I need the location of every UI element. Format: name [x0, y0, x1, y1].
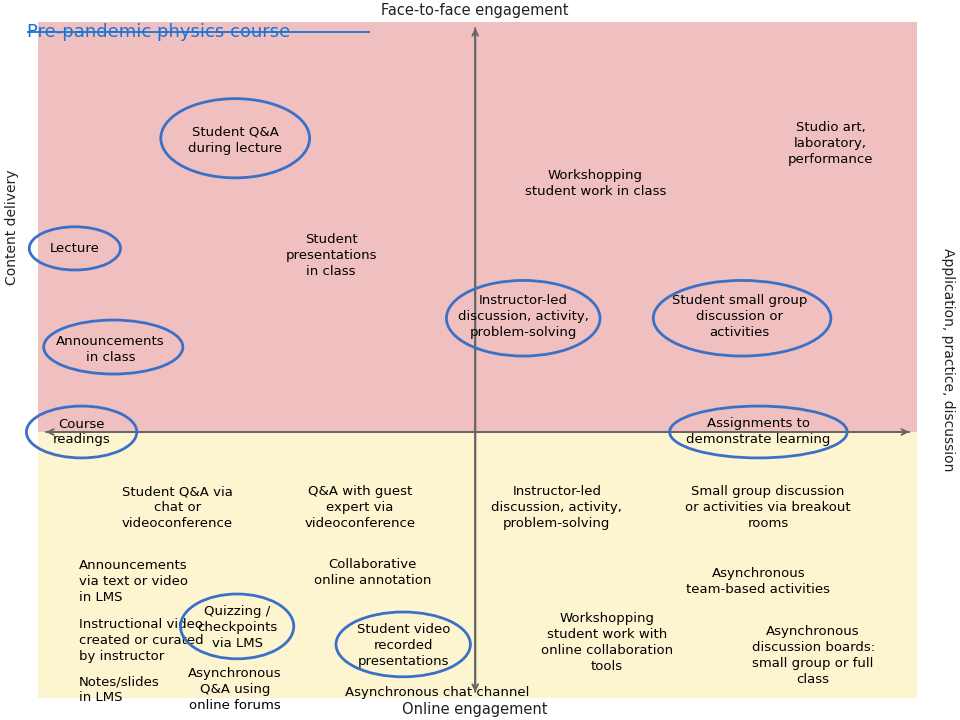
Text: Online engagement: Online engagement	[402, 702, 548, 717]
Text: Instructional video
created or curated
by instructor: Instructional video created or curated b…	[79, 618, 204, 663]
Text: Face-to-face engagement: Face-to-face engagement	[381, 3, 569, 18]
Text: Student Q&A via
chat or
videoconference: Student Q&A via chat or videoconference	[122, 485, 233, 530]
Text: Application, practice, discussion: Application, practice, discussion	[942, 248, 955, 472]
Text: Asynchronous chat channel: Asynchronous chat channel	[345, 686, 529, 699]
Text: Student Q&A
during lecture: Student Q&A during lecture	[188, 126, 282, 155]
Text: Workshopping
student work in class: Workshopping student work in class	[524, 169, 666, 198]
Text: Studio art,
laboratory,
performance: Studio art, laboratory, performance	[787, 122, 874, 166]
Text: Course
readings: Course readings	[53, 418, 110, 446]
Text: Student video
recorded
presentations: Student video recorded presentations	[356, 624, 450, 668]
Text: Q&A with guest
expert via
videoconference: Q&A with guest expert via videoconferenc…	[304, 485, 416, 530]
Text: Assignments to
demonstrate learning: Assignments to demonstrate learning	[686, 418, 830, 446]
Text: Pre-pandemic physics course: Pre-pandemic physics course	[27, 23, 290, 41]
Bar	[38, 22, 917, 432]
Text: Instructor-led
discussion, activity,
problem-solving: Instructor-led discussion, activity, pro…	[492, 485, 622, 530]
Text: Notes/slides
in LMS: Notes/slides in LMS	[79, 675, 159, 704]
Text: Instructor-led
discussion, activity,
problem-solving: Instructor-led discussion, activity, pro…	[458, 294, 588, 339]
Text: Lecture: Lecture	[50, 242, 100, 255]
Text: Quizzing /
checkpoints
via LMS: Quizzing / checkpoints via LMS	[197, 606, 277, 650]
Bar	[38, 432, 917, 698]
Text: Small group discussion
or activities via breakout
rooms: Small group discussion or activities via…	[685, 485, 851, 530]
Text: Collaborative
online annotation: Collaborative online annotation	[314, 558, 431, 587]
Text: Asynchronous
Q&A using
online forums: Asynchronous Q&A using online forums	[188, 667, 282, 712]
Text: Announcements
via text or video
in LMS: Announcements via text or video in LMS	[79, 559, 188, 604]
Text: Student small group
discussion or
activities: Student small group discussion or activi…	[671, 294, 807, 339]
Text: Asynchronous
team-based activities: Asynchronous team-based activities	[686, 567, 830, 596]
Text: Announcements
in class: Announcements in class	[56, 335, 165, 364]
Text: Workshopping
student work with
online collaboration
tools: Workshopping student work with online co…	[540, 612, 673, 672]
Text: Content delivery: Content delivery	[5, 169, 18, 284]
Text: Student
presentations
in class: Student presentations in class	[285, 233, 377, 278]
Text: Asynchronous
discussion boards:
small group or full
class: Asynchronous discussion boards: small gr…	[752, 625, 875, 685]
